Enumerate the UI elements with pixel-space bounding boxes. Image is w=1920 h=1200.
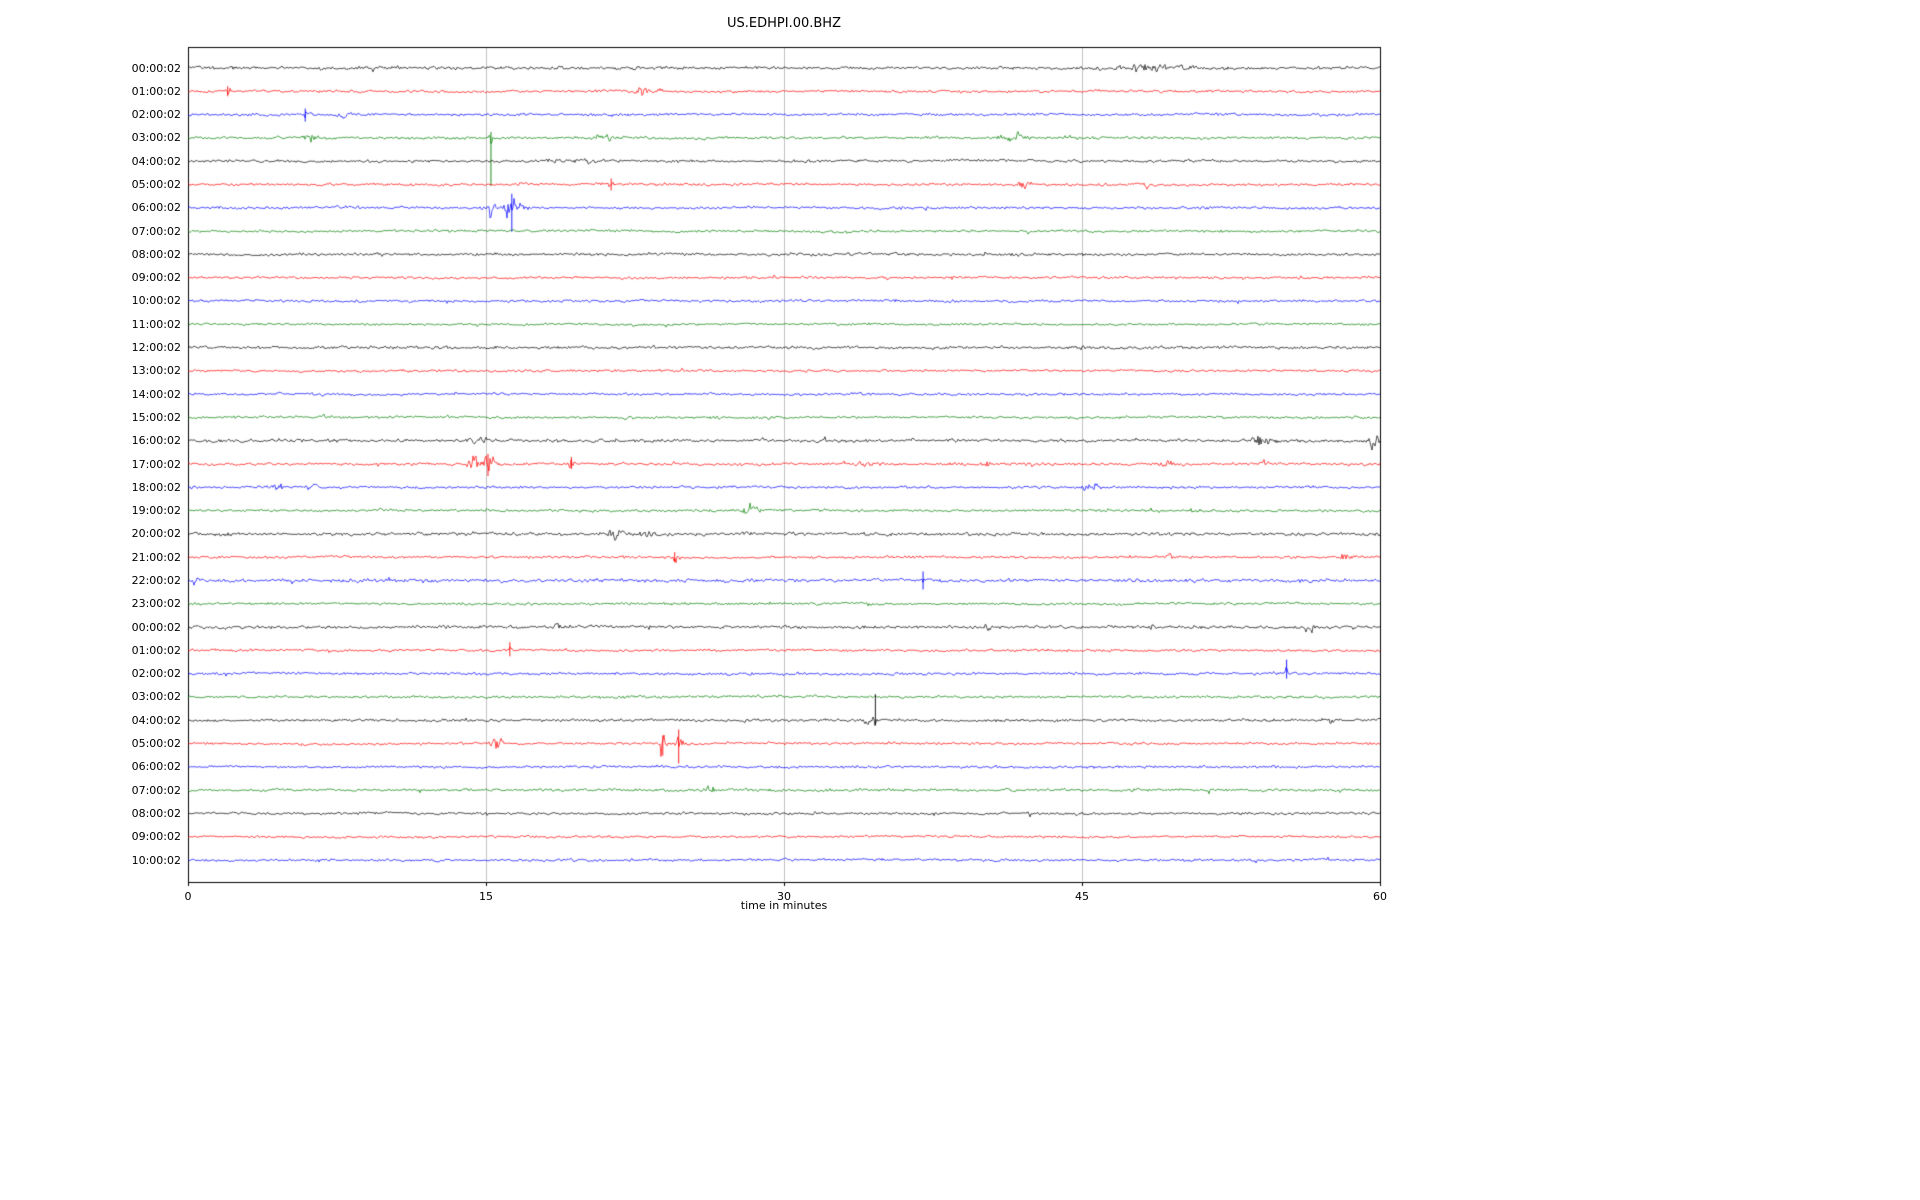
trace-time-label: 06:00:02: [131, 760, 181, 774]
trace-time-label: 18:00:02: [131, 480, 181, 494]
trace-time-label: 15:00:02: [131, 410, 181, 424]
trace-time-label: 08:00:02: [131, 247, 181, 261]
trace-time-label: 09:00:02: [131, 271, 181, 285]
trace-time-label: 01:00:02: [131, 643, 181, 657]
trace-time-label: 02:00:02: [131, 108, 181, 122]
trace-time-label: 06:00:02: [131, 201, 181, 215]
trace-time-label: 05:00:02: [131, 737, 181, 751]
trace-time-label: 11:00:02: [131, 317, 181, 331]
trace-time-label: 13:00:02: [131, 364, 181, 378]
trace-time-label: 22:00:02: [131, 573, 181, 587]
x-tick-label: 45: [1075, 890, 1089, 903]
trace-time-label: 03:00:02: [131, 131, 181, 145]
trace-time-label: 04:00:02: [131, 154, 181, 168]
x-tick-label: 0: [184, 890, 192, 903]
trace-time-label: 04:00:02: [131, 713, 181, 727]
trace-time-label: 00:00:02: [131, 61, 181, 75]
trace-time-label: 12:00:02: [131, 341, 181, 355]
trace-time-label: 14:00:02: [131, 387, 181, 401]
trace-time-label: 23:00:02: [131, 597, 181, 611]
trace-time-label: 07:00:02: [131, 783, 181, 797]
trace-time-label: 09:00:02: [131, 830, 181, 844]
trace-time-label: 02:00:02: [131, 667, 181, 681]
trace-time-label: 08:00:02: [131, 806, 181, 820]
x-tick-label: 60: [1373, 890, 1387, 903]
trace-time-label: 01:00:02: [131, 84, 181, 98]
trace-time-label: 21:00:02: [131, 550, 181, 564]
trace-time-label: 10:00:02: [131, 853, 181, 867]
trace-time-label: 00:00:02: [131, 620, 181, 634]
trace-time-label: 10:00:02: [131, 294, 181, 308]
trace-time-label: 03:00:02: [131, 690, 181, 704]
trace-time-label: 05:00:02: [131, 177, 181, 191]
trace-time-label: 07:00:02: [131, 224, 181, 238]
x-tick-label: 30: [777, 890, 791, 903]
x-tick-label: 15: [479, 890, 493, 903]
trace-time-label: 20:00:02: [131, 527, 181, 541]
x-axis-title: time in minutes: [740, 899, 828, 912]
trace-time-label: 17:00:02: [131, 457, 181, 471]
trace-time-label: 16:00:02: [131, 434, 181, 448]
trace-time-label: 19:00:02: [131, 504, 181, 518]
